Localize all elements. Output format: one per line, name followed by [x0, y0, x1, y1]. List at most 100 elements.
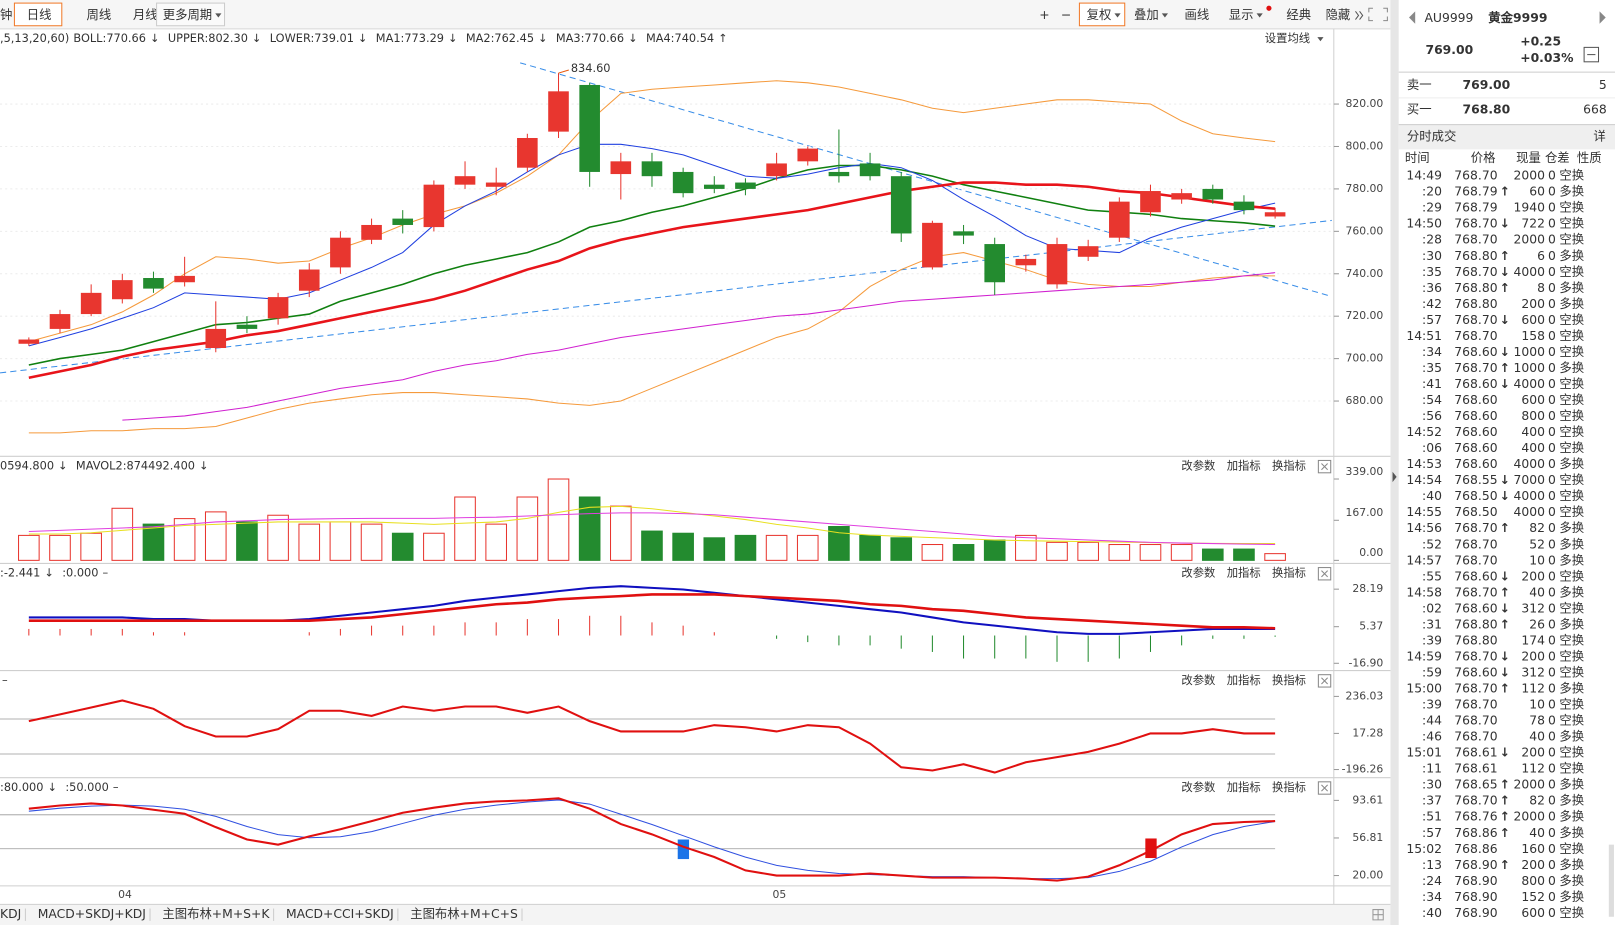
panel-button[interactable]: 换指标 [1272, 780, 1306, 794]
symbol-name: 黄金9999 [1488, 10, 1547, 25]
trade-time: 14:52 [1406, 425, 1442, 439]
splitter-arrow[interactable] [1392, 471, 1397, 483]
volume-bar [1264, 553, 1286, 561]
trade-time: :24 [1422, 874, 1442, 888]
dropdown-box[interactable] [156, 2, 226, 27]
period-button[interactable]: 月线 [133, 8, 158, 22]
panel-button[interactable]: 换指标 [1272, 673, 1306, 687]
panel-close[interactable] [1317, 567, 1332, 581]
panel-close[interactable] [1317, 781, 1332, 795]
volume-bar [298, 523, 321, 561]
trade-nature: 空换 [1559, 409, 1584, 423]
y-tick-label: 236.03 [1345, 689, 1383, 702]
toolbar-button[interactable]: 复权 [1087, 8, 1112, 22]
candle-body [922, 222, 943, 268]
indicator-tab[interactable]: 主图布林+M+C+S [410, 907, 518, 921]
trade-price: 768.90 [1454, 890, 1497, 904]
trade-price: 768.70 [1454, 329, 1497, 343]
trade-volume: 7000 [1513, 473, 1545, 487]
toolbar-button[interactable]: 叠加 [1134, 8, 1159, 22]
toolbar-button[interactable]: 画线 [1184, 8, 1209, 22]
volume-bar [1233, 548, 1255, 561]
candle-body [548, 91, 569, 132]
volume-bar [890, 537, 913, 561]
trade-price: 768.80 [1454, 617, 1497, 631]
trade-oi: 0 [1548, 666, 1556, 680]
panel-button[interactable]: 改参数 [1181, 780, 1215, 794]
toolbar-button[interactable]: + [1039, 8, 1049, 22]
trade-volume: 400 [1521, 441, 1545, 455]
trade-oi: 0 [1548, 601, 1556, 615]
trade-time: :35 [1422, 265, 1442, 279]
panel-button[interactable]: 改参数 [1181, 673, 1215, 687]
trade-time: :20 [1422, 185, 1442, 199]
toolbar-button[interactable]: 经典 [1286, 8, 1311, 22]
panel-button[interactable]: 改参数 [1181, 459, 1215, 473]
collapse-button[interactable] [1583, 46, 1600, 63]
panel-button[interactable]: 改参数 [1181, 566, 1215, 580]
toolbar-button[interactable]: − [1061, 8, 1071, 22]
trade-price: 768.80 [1454, 281, 1497, 295]
button-selected[interactable] [1078, 2, 1126, 27]
trade-nature: 空换 [1559, 473, 1584, 487]
panel-button[interactable]: 换指标 [1272, 459, 1306, 473]
volume-bar [142, 523, 165, 561]
period-button[interactable]: 钟 [0, 7, 12, 22]
trade-nature: 多换 [1559, 521, 1584, 535]
volume-bar [329, 521, 352, 561]
indicator-line [28, 699, 1276, 774]
panel-button[interactable]: 加指标 [1227, 673, 1261, 687]
trade-arrow: ↓ [1500, 377, 1510, 391]
panel-close[interactable] [1317, 674, 1332, 688]
prev-arrow[interactable] [1409, 11, 1416, 24]
panel-button[interactable]: 换指标 [1272, 566, 1306, 580]
period-button[interactable]: 日线 [27, 8, 52, 22]
annotation-pointer [558, 69, 569, 74]
column-header: 现量 [1516, 151, 1541, 165]
indicator-tab[interactable]: KDJ [0, 907, 21, 921]
candle-body [361, 224, 382, 240]
trade-arrow: ↓ [1500, 345, 1510, 359]
trade-time: :52 [1422, 537, 1442, 551]
y-tick-label: -196.26 [1342, 763, 1384, 776]
indicator-arrow: ↓ [199, 459, 208, 473]
ma-settings[interactable]: 设置均线 [1265, 31, 1310, 45]
trade-time: :40 [1422, 906, 1442, 920]
candle-body [18, 339, 40, 344]
indicator-tab[interactable]: MACD+CCI+SKDJ [286, 907, 394, 921]
trade-oi: 0 [1548, 473, 1556, 487]
indicator-tab[interactable]: 主图布林+M+S+K [162, 907, 270, 921]
fullscreen-icon[interactable] [1368, 7, 1388, 22]
trade-oi: 0 [1548, 874, 1556, 888]
panel-button[interactable]: 加指标 [1227, 459, 1261, 473]
trade-time: :59 [1422, 666, 1442, 680]
grid-icon[interactable] [1372, 909, 1384, 921]
candle-body [423, 184, 445, 228]
next-arrow[interactable] [1599, 11, 1606, 24]
trade-price: 768.70 [1454, 553, 1497, 567]
volume-bar [952, 544, 975, 561]
trade-volume: 2000 [1513, 810, 1545, 824]
trade-price: 768.70 [1454, 649, 1497, 663]
indicator-tab[interactable]: MACD+SKDJ+KDJ [38, 907, 146, 921]
period-button[interactable]: 更多周期 [163, 8, 212, 22]
candle-body [828, 171, 850, 177]
scrollbar[interactable] [1608, 844, 1614, 917]
indicator-value: MA2:762.45 [466, 31, 534, 45]
toolbar-button[interactable]: 显示 [1229, 8, 1254, 22]
indicator-line [28, 512, 1276, 546]
tab-selected[interactable] [13, 2, 63, 27]
candle-body [1264, 212, 1286, 217]
trades-detail[interactable]: 详 [1593, 128, 1605, 143]
panel-close[interactable] [1317, 459, 1332, 474]
period-button[interactable]: 周线 [87, 8, 112, 22]
splitter[interactable] [1390, 0, 1399, 925]
y-tick-label: 5.37 [1359, 620, 1383, 633]
indicator-line [28, 505, 1276, 545]
column-header: 性质 [1577, 151, 1602, 165]
panel-button[interactable]: 加指标 [1227, 780, 1261, 794]
trade-nature: 空换 [1559, 377, 1584, 391]
panel-button[interactable]: 加指标 [1227, 566, 1261, 580]
toolbar-button[interactable]: 隐藏 [1326, 8, 1351, 22]
trade-volume: 8 [1537, 281, 1545, 295]
